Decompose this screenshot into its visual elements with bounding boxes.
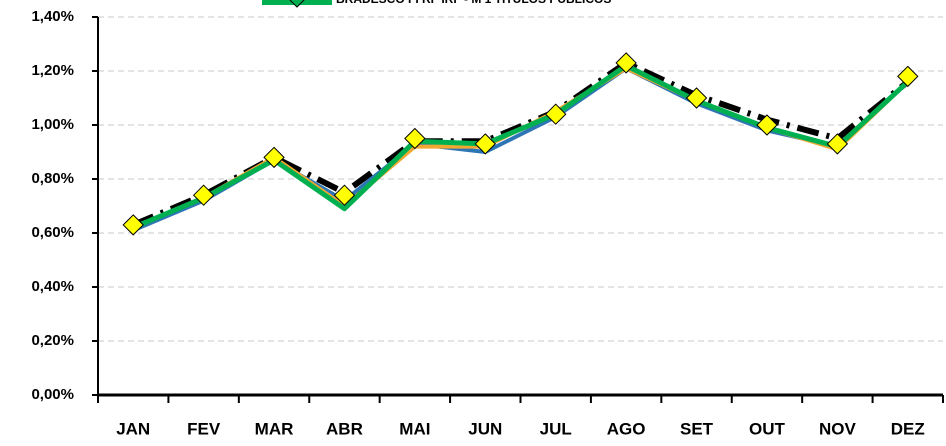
y-tick-label: 0,80% bbox=[31, 170, 74, 187]
marker bbox=[826, 133, 849, 155]
marker bbox=[685, 87, 708, 109]
legend-marker bbox=[289, 0, 305, 8]
marker bbox=[404, 127, 426, 150]
x-tick-label: DEZ bbox=[891, 419, 925, 438]
x-tick-label: NOV bbox=[819, 419, 857, 438]
y-tick-label: 0,00% bbox=[31, 386, 74, 403]
marker bbox=[474, 133, 496, 155]
series-line bbox=[132, 66, 910, 233]
x-tick-label: JAN bbox=[116, 419, 150, 438]
marker bbox=[545, 103, 567, 125]
x-tick-label: JUN bbox=[468, 419, 502, 438]
x-tick-label: ABR bbox=[326, 419, 363, 438]
y-tick-label: 1,40% bbox=[31, 8, 74, 25]
marker bbox=[192, 184, 215, 206]
y-tick-label: 0,20% bbox=[31, 332, 74, 349]
x-tick-label: MAR bbox=[255, 419, 294, 438]
marker bbox=[897, 65, 919, 88]
marker bbox=[615, 52, 637, 74]
marker bbox=[756, 114, 778, 136]
series-line bbox=[132, 59, 910, 228]
y-tick-label: 0,60% bbox=[31, 224, 74, 241]
y-tick-label: 1,20% bbox=[31, 62, 74, 79]
x-tick-label: SET bbox=[680, 419, 714, 438]
marker bbox=[333, 184, 356, 206]
series-line bbox=[132, 63, 910, 230]
x-tick-label: FEV bbox=[187, 419, 221, 438]
marker bbox=[122, 214, 144, 236]
marker bbox=[263, 146, 285, 169]
y-tick-label: 0,40% bbox=[31, 278, 74, 295]
x-tick-label: JUL bbox=[540, 419, 572, 438]
series-line bbox=[132, 66, 910, 230]
x-tick-label: AGO bbox=[607, 419, 646, 438]
x-tick-label: OUT bbox=[749, 419, 786, 438]
y-tick-label: 1,00% bbox=[31, 116, 74, 133]
legend-label: BRADESCO FI RF IRF - M 1 TITULOS PUBLICO… bbox=[336, 0, 611, 6]
x-tick-label: MAI bbox=[399, 419, 430, 438]
